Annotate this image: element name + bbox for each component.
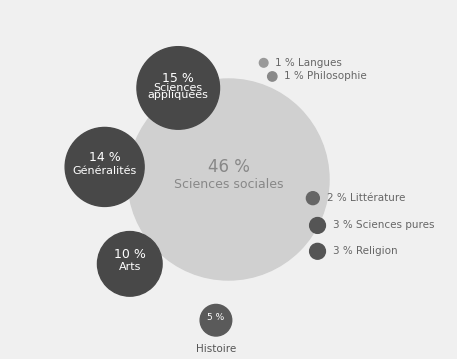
Text: 1 % Langues: 1 % Langues xyxy=(275,58,342,68)
Circle shape xyxy=(128,79,329,280)
Text: Sciences sociales: Sciences sociales xyxy=(174,178,283,191)
Text: Histoire: Histoire xyxy=(196,344,236,354)
Text: 3 % Sciences pures: 3 % Sciences pures xyxy=(333,220,434,230)
Text: 2 % Littérature: 2 % Littérature xyxy=(326,193,405,203)
Circle shape xyxy=(310,243,325,259)
Text: 5 %: 5 % xyxy=(207,313,224,322)
Text: 1 % Philosophie: 1 % Philosophie xyxy=(284,71,367,81)
Text: 3 % Religion: 3 % Religion xyxy=(333,246,397,256)
Circle shape xyxy=(97,232,162,296)
Text: 46 %: 46 % xyxy=(207,158,250,176)
Text: 14 %: 14 % xyxy=(89,151,121,164)
Text: Sciences: Sciences xyxy=(154,83,203,93)
Text: Arts: Arts xyxy=(118,262,141,272)
Text: Généralités: Généralités xyxy=(73,165,137,176)
Text: 10 %: 10 % xyxy=(114,248,146,261)
Circle shape xyxy=(306,192,319,205)
Circle shape xyxy=(137,47,219,129)
Circle shape xyxy=(268,72,277,81)
Circle shape xyxy=(310,218,325,233)
Text: appliquées: appliquées xyxy=(148,90,209,101)
Circle shape xyxy=(65,127,144,206)
Circle shape xyxy=(200,304,232,336)
Text: 15 %: 15 % xyxy=(162,73,194,85)
Circle shape xyxy=(260,59,268,67)
